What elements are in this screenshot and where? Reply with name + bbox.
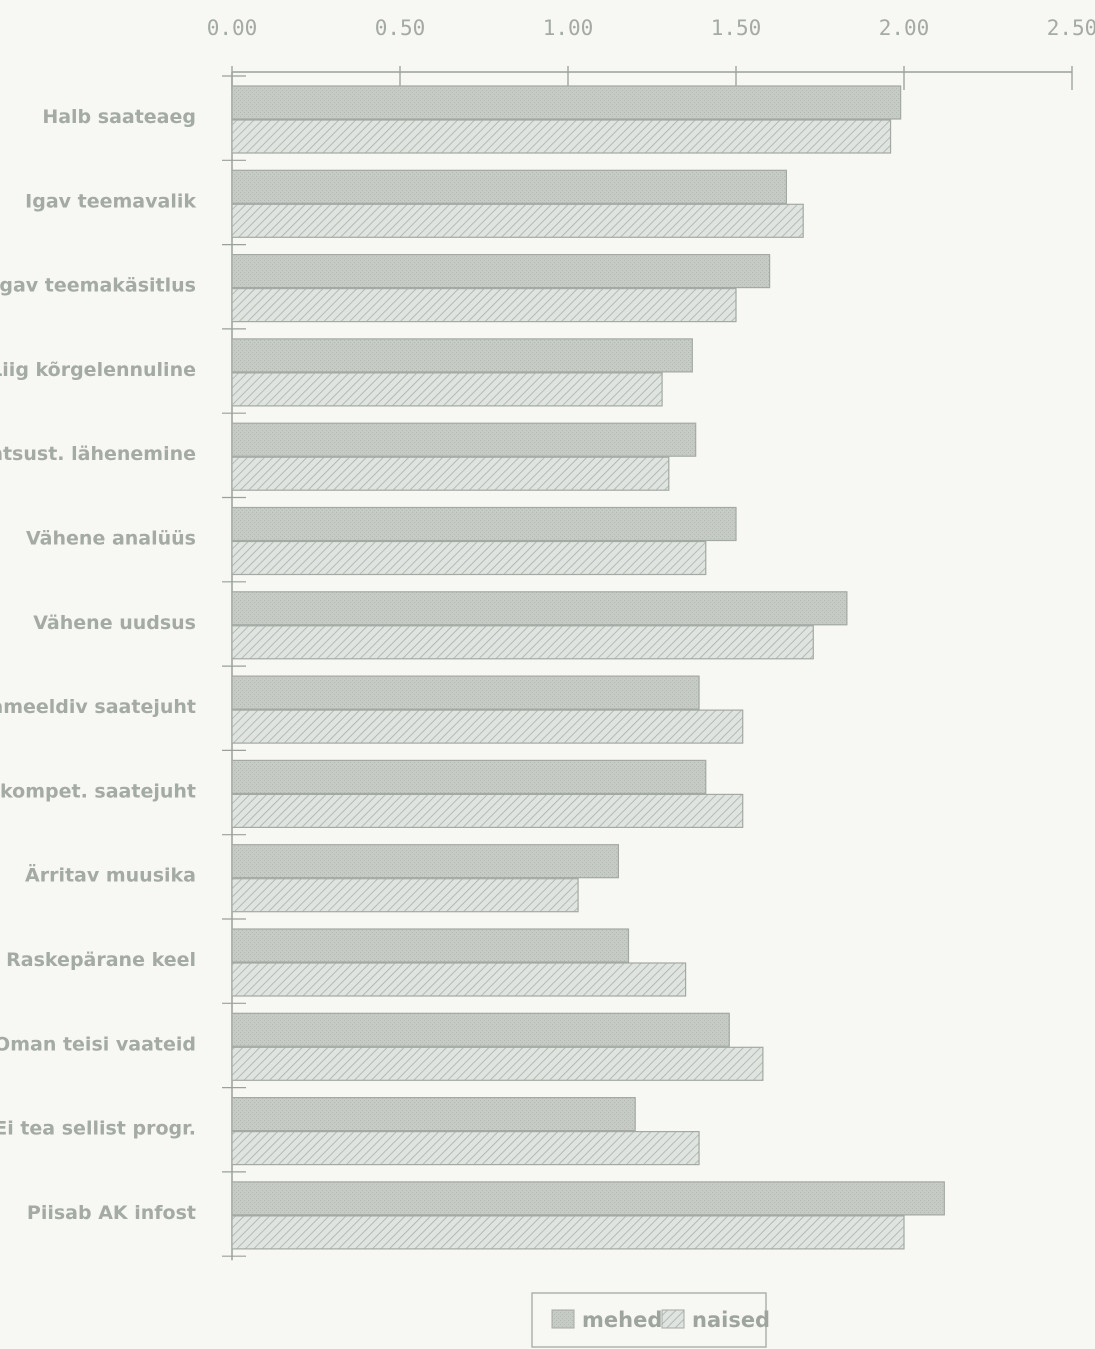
bar-naised xyxy=(231,456,670,491)
x-tick-label: 0.50 xyxy=(375,16,426,40)
category-label: Halb saateaeg xyxy=(42,106,196,128)
bar-mehed xyxy=(231,759,707,795)
bar-mehed xyxy=(231,928,630,963)
bar-mehed xyxy=(231,169,788,204)
bar-naised xyxy=(231,540,707,576)
category-label: Oman teisi vaateid xyxy=(0,1033,196,1055)
bar-mehed xyxy=(231,254,771,289)
bar-mehed xyxy=(231,675,700,710)
category-label: Vähene analüüs xyxy=(26,528,196,550)
bar-naised xyxy=(231,119,892,154)
bar-mehed xyxy=(231,338,693,373)
bar-naised xyxy=(231,793,744,829)
bar-mehed xyxy=(231,422,697,457)
category-label: Ebakompet. saatejuht xyxy=(0,780,196,802)
category-label: Raskepärane keel xyxy=(6,949,196,971)
bar-naised xyxy=(231,1046,764,1081)
legend-swatch-mehed xyxy=(551,1309,575,1329)
category-label: Vähene uudsus xyxy=(33,612,196,634)
bar-mehed xyxy=(231,85,902,120)
bar-mehed xyxy=(231,1181,945,1216)
category-label: Lihtsust. lähenemine xyxy=(0,443,196,465)
x-tick-label: 2.50 xyxy=(1047,16,1095,40)
bar-naised xyxy=(231,962,687,997)
bar-mehed xyxy=(231,1012,730,1047)
category-label: Piisab AK infost xyxy=(27,1202,196,1224)
bar-naised xyxy=(231,878,579,913)
bar-naised xyxy=(231,1215,905,1250)
bar-naised xyxy=(231,1130,700,1166)
bar-naised xyxy=(231,709,744,744)
legend-swatch-naised xyxy=(661,1309,685,1329)
bar-mehed xyxy=(231,1096,636,1132)
legend-label-mehed: mehed xyxy=(582,1308,662,1332)
x-tick-label: 1.50 xyxy=(711,16,762,40)
bar-naised xyxy=(231,625,814,660)
bar-naised xyxy=(231,288,737,323)
category-label: Ebameeldiv saatejuht xyxy=(0,696,196,718)
x-tick-label: 1.00 xyxy=(543,16,594,40)
x-tick-label: 0.00 xyxy=(207,16,258,40)
category-label: Liig kõrgelennuline xyxy=(0,359,196,381)
category-label: Ei tea sellist progr. xyxy=(0,1118,196,1140)
bar-mehed xyxy=(231,844,619,879)
bar-mehed xyxy=(231,591,848,626)
category-label: Igav teemakäsitlus xyxy=(0,275,196,297)
legend-label-naised: naised xyxy=(692,1308,770,1332)
bar-mehed xyxy=(231,506,737,542)
category-label: Igav teemavalik xyxy=(25,190,196,212)
bar-naised xyxy=(231,372,663,407)
x-tick-label: 2.00 xyxy=(879,16,930,40)
category-label: Ärritav muusika xyxy=(25,863,196,887)
bar-naised xyxy=(231,203,804,238)
